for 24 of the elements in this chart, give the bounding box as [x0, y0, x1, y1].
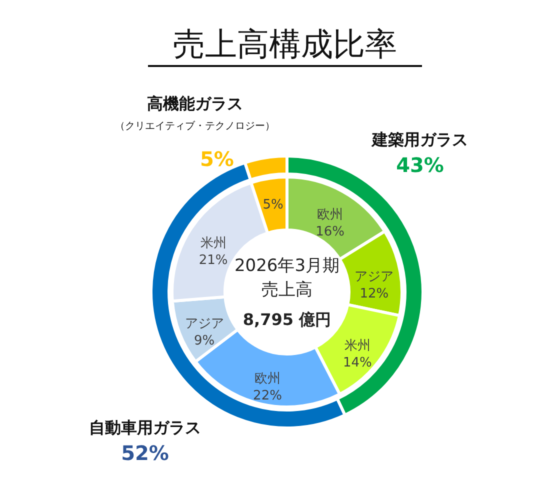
text: 8,795 億円: [242, 310, 332, 329]
data-label: 9%: [194, 334, 215, 349]
data-label: 21%: [198, 252, 228, 268]
slice-label: アジア: [354, 270, 394, 285]
slice-label: 米州: [344, 338, 370, 354]
text: （クリエイティブ・テクノロジー）: [115, 120, 275, 132]
data-label: 12%: [360, 286, 389, 302]
data-label: 16%: [316, 224, 344, 240]
slice-label: アジア: [184, 316, 224, 332]
data-label: 14%: [342, 356, 372, 371]
data-label: 5%: [200, 147, 234, 171]
text: 売上高: [262, 280, 312, 300]
data-label: 22%: [253, 388, 282, 404]
chart-title: 売上高構成比率: [173, 25, 397, 63]
slice-label: 米州: [200, 236, 226, 251]
data-label: 43%: [396, 153, 444, 177]
slice-label: 自動車用ガラス: [89, 418, 201, 437]
slice-label: 欧州: [254, 371, 281, 386]
data-label: 52%: [121, 441, 169, 465]
slice-label: 高機能ガラス: [147, 94, 243, 113]
slice-label: 建築用ガラス: [370, 130, 468, 149]
data-label: 5%: [262, 198, 284, 213]
slice-label: 欧州: [317, 208, 344, 223]
text: 2026年3月期: [234, 256, 340, 276]
